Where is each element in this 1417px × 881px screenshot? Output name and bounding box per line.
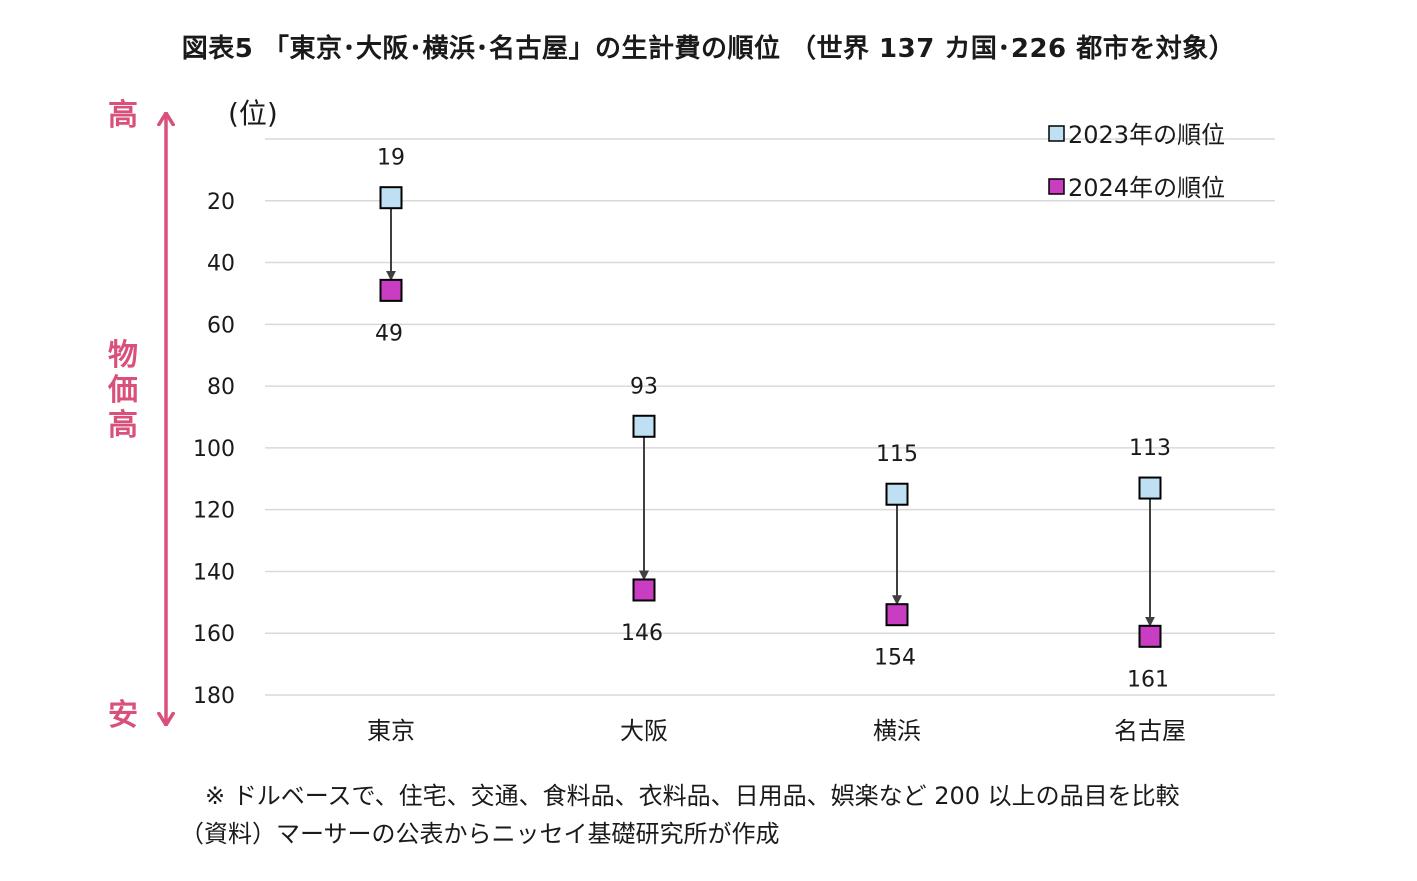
data-label-2023: 19 bbox=[377, 146, 405, 171]
data-label-2024: 49 bbox=[375, 321, 403, 346]
point-2024 bbox=[885, 603, 909, 627]
x-category-label: 大阪 bbox=[620, 717, 668, 745]
y-tick-label: 40 bbox=[207, 252, 235, 277]
legend-label-2024: 2024年の順位 bbox=[1068, 174, 1225, 202]
y-tick-label: 120 bbox=[193, 499, 235, 524]
chart-title: 図表5 「東京･大阪･横浜･名古屋」の生計費の順位 （世界 137 カ国･226… bbox=[181, 34, 1236, 64]
price-low-label: 安 bbox=[108, 698, 138, 733]
data-label-2023: 115 bbox=[876, 442, 918, 467]
y-tick-label: 160 bbox=[193, 622, 235, 647]
legend-label-2023: 2023年の順位 bbox=[1068, 121, 1225, 149]
legend-swatch-2023 bbox=[1048, 125, 1065, 142]
y-tick-label: 140 bbox=[193, 560, 235, 585]
footnote-basis: ※ ドルベースで、住宅、交通、食料品、衣料品、日用品、娯楽など 200 以上の品… bbox=[205, 782, 1180, 810]
point-2024 bbox=[632, 578, 656, 602]
price-high-label: 高 bbox=[108, 98, 138, 133]
footnote-source: （資料）マーサーの公表からニッセイ基礎研究所が作成 bbox=[180, 820, 780, 848]
point-2023 bbox=[379, 186, 403, 210]
point-2023 bbox=[885, 482, 909, 506]
data-label-2024: 154 bbox=[874, 646, 916, 671]
y-tick-label: 60 bbox=[207, 313, 235, 338]
legend-swatch-2024 bbox=[1048, 178, 1065, 195]
y-tick-label: 100 bbox=[193, 437, 235, 462]
y-tick-label: 180 bbox=[193, 684, 235, 709]
x-category-label: 東京 bbox=[367, 717, 415, 745]
point-2023 bbox=[632, 414, 656, 438]
data-label-2023: 93 bbox=[630, 374, 658, 399]
data-label-2024: 161 bbox=[1127, 667, 1169, 692]
price-level-label: 物価高 bbox=[108, 338, 138, 443]
data-label-2024: 146 bbox=[621, 621, 663, 646]
data-label-2023: 113 bbox=[1129, 436, 1171, 461]
y-axis-unit-label: (位) bbox=[228, 97, 278, 130]
x-category-label: 横浜 bbox=[873, 717, 921, 745]
y-tick-label: 80 bbox=[207, 375, 235, 400]
point-2024 bbox=[1138, 624, 1162, 648]
point-2023 bbox=[1138, 476, 1162, 500]
y-tick-label: 20 bbox=[207, 190, 235, 215]
point-2024 bbox=[379, 278, 403, 302]
x-category-label: 名古屋 bbox=[1114, 717, 1186, 745]
